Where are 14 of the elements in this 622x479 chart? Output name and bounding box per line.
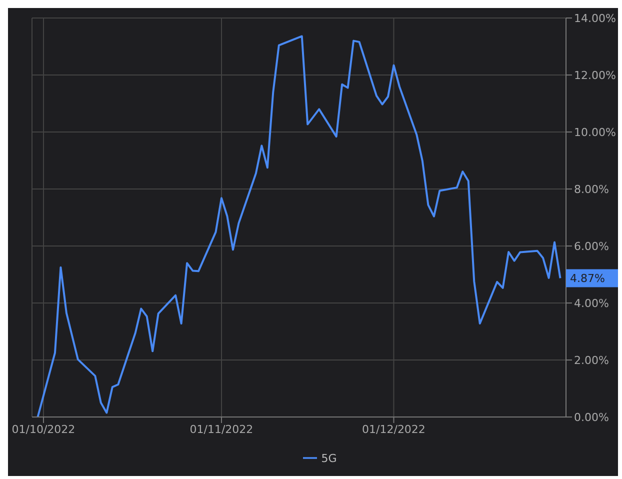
annotation: 4.87% xyxy=(570,272,605,286)
y-tick-label: 14.00% xyxy=(574,12,616,25)
x-tick-label: 01/11/2022 xyxy=(190,422,254,436)
y-tick-label: 6.00% xyxy=(574,240,609,253)
x-tick-label: 01/10/2022 xyxy=(12,422,76,436)
y-tick-label: 4.00% xyxy=(574,296,609,310)
y-tick-label: 2.00% xyxy=(574,354,609,367)
y-tick-label: 8.00% xyxy=(574,182,609,196)
legend-label: 5G xyxy=(321,452,337,465)
y-tick-label: 10.00% xyxy=(574,126,616,139)
y-tick-label: 12.00% xyxy=(574,68,616,82)
y-tick-label: 0.00% xyxy=(574,410,609,424)
x-tick-label: 01/12/2022 xyxy=(362,422,426,436)
line-series xyxy=(36,35,562,417)
